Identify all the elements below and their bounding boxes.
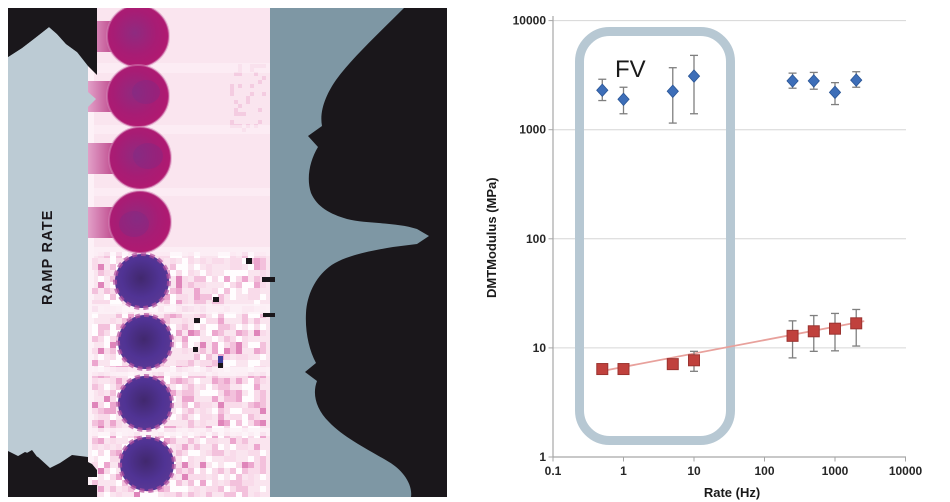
data-series-group: [596, 54, 865, 376]
x-tick-label: 100: [754, 464, 774, 478]
x-axis-title: Rate (Hz): [704, 485, 760, 500]
purple-spot: [118, 435, 176, 493]
magenta-spots-group: [88, 8, 172, 254]
diamond-marker: [666, 84, 679, 99]
diamond-marker: [850, 73, 863, 87]
x-tick-label: 0.1: [545, 464, 562, 478]
y-axis-title: DMTModulus (MPa): [484, 177, 499, 298]
square-marker: [596, 363, 609, 376]
top-left-black-corner: [8, 8, 97, 75]
y-tick-label: 10000: [513, 14, 547, 28]
x-tick-label: 1: [620, 464, 627, 478]
defect-pixels: [193, 258, 275, 368]
purple-spot: [113, 252, 171, 310]
y-tick-label: 1000: [519, 123, 546, 137]
diamond-marker: [786, 74, 799, 88]
diamond-marker: [828, 85, 842, 100]
magenta-spot: [108, 190, 172, 254]
y-tick-label: 1: [539, 450, 546, 464]
bottom-left-black-corner: [8, 450, 97, 497]
square-marker: [850, 317, 863, 330]
diamond-marker: [617, 92, 630, 107]
purple-spot: [116, 374, 174, 432]
y-tick-label: 100: [526, 232, 546, 246]
square-marker: [786, 329, 799, 342]
magenta-spot: [108, 126, 172, 190]
afm-map-image: RAMP RATE: [8, 8, 447, 497]
power-law-trendline: [598, 320, 865, 373]
black-blob-region: [305, 8, 447, 497]
square-marker: [666, 358, 679, 371]
purple-spots-group: [113, 252, 176, 493]
square-marker: [829, 322, 841, 335]
ramp-rate-arrow: [8, 27, 96, 468]
ramp-rate-label: RAMP RATE: [40, 209, 56, 305]
x-tick-label: 1000: [822, 464, 849, 478]
strip-left-highlight: [88, 8, 94, 497]
square-marker: [617, 363, 630, 376]
row-separator-bands: [92, 63, 270, 436]
magenta-spot: [106, 8, 170, 68]
diamond-marker: [596, 83, 609, 98]
fv-highlight-box: [575, 27, 735, 445]
square-marker: [688, 354, 700, 367]
x-tick-label: 10000: [889, 464, 923, 478]
y-tick-label: 10: [533, 341, 547, 355]
square-marker: [807, 325, 820, 338]
diamond-marker: [687, 69, 701, 83]
x-tick-label: 10: [687, 464, 701, 478]
fv-annotation: FV: [615, 56, 646, 83]
purple-spot: [116, 313, 174, 371]
diamond-marker: [807, 74, 820, 88]
